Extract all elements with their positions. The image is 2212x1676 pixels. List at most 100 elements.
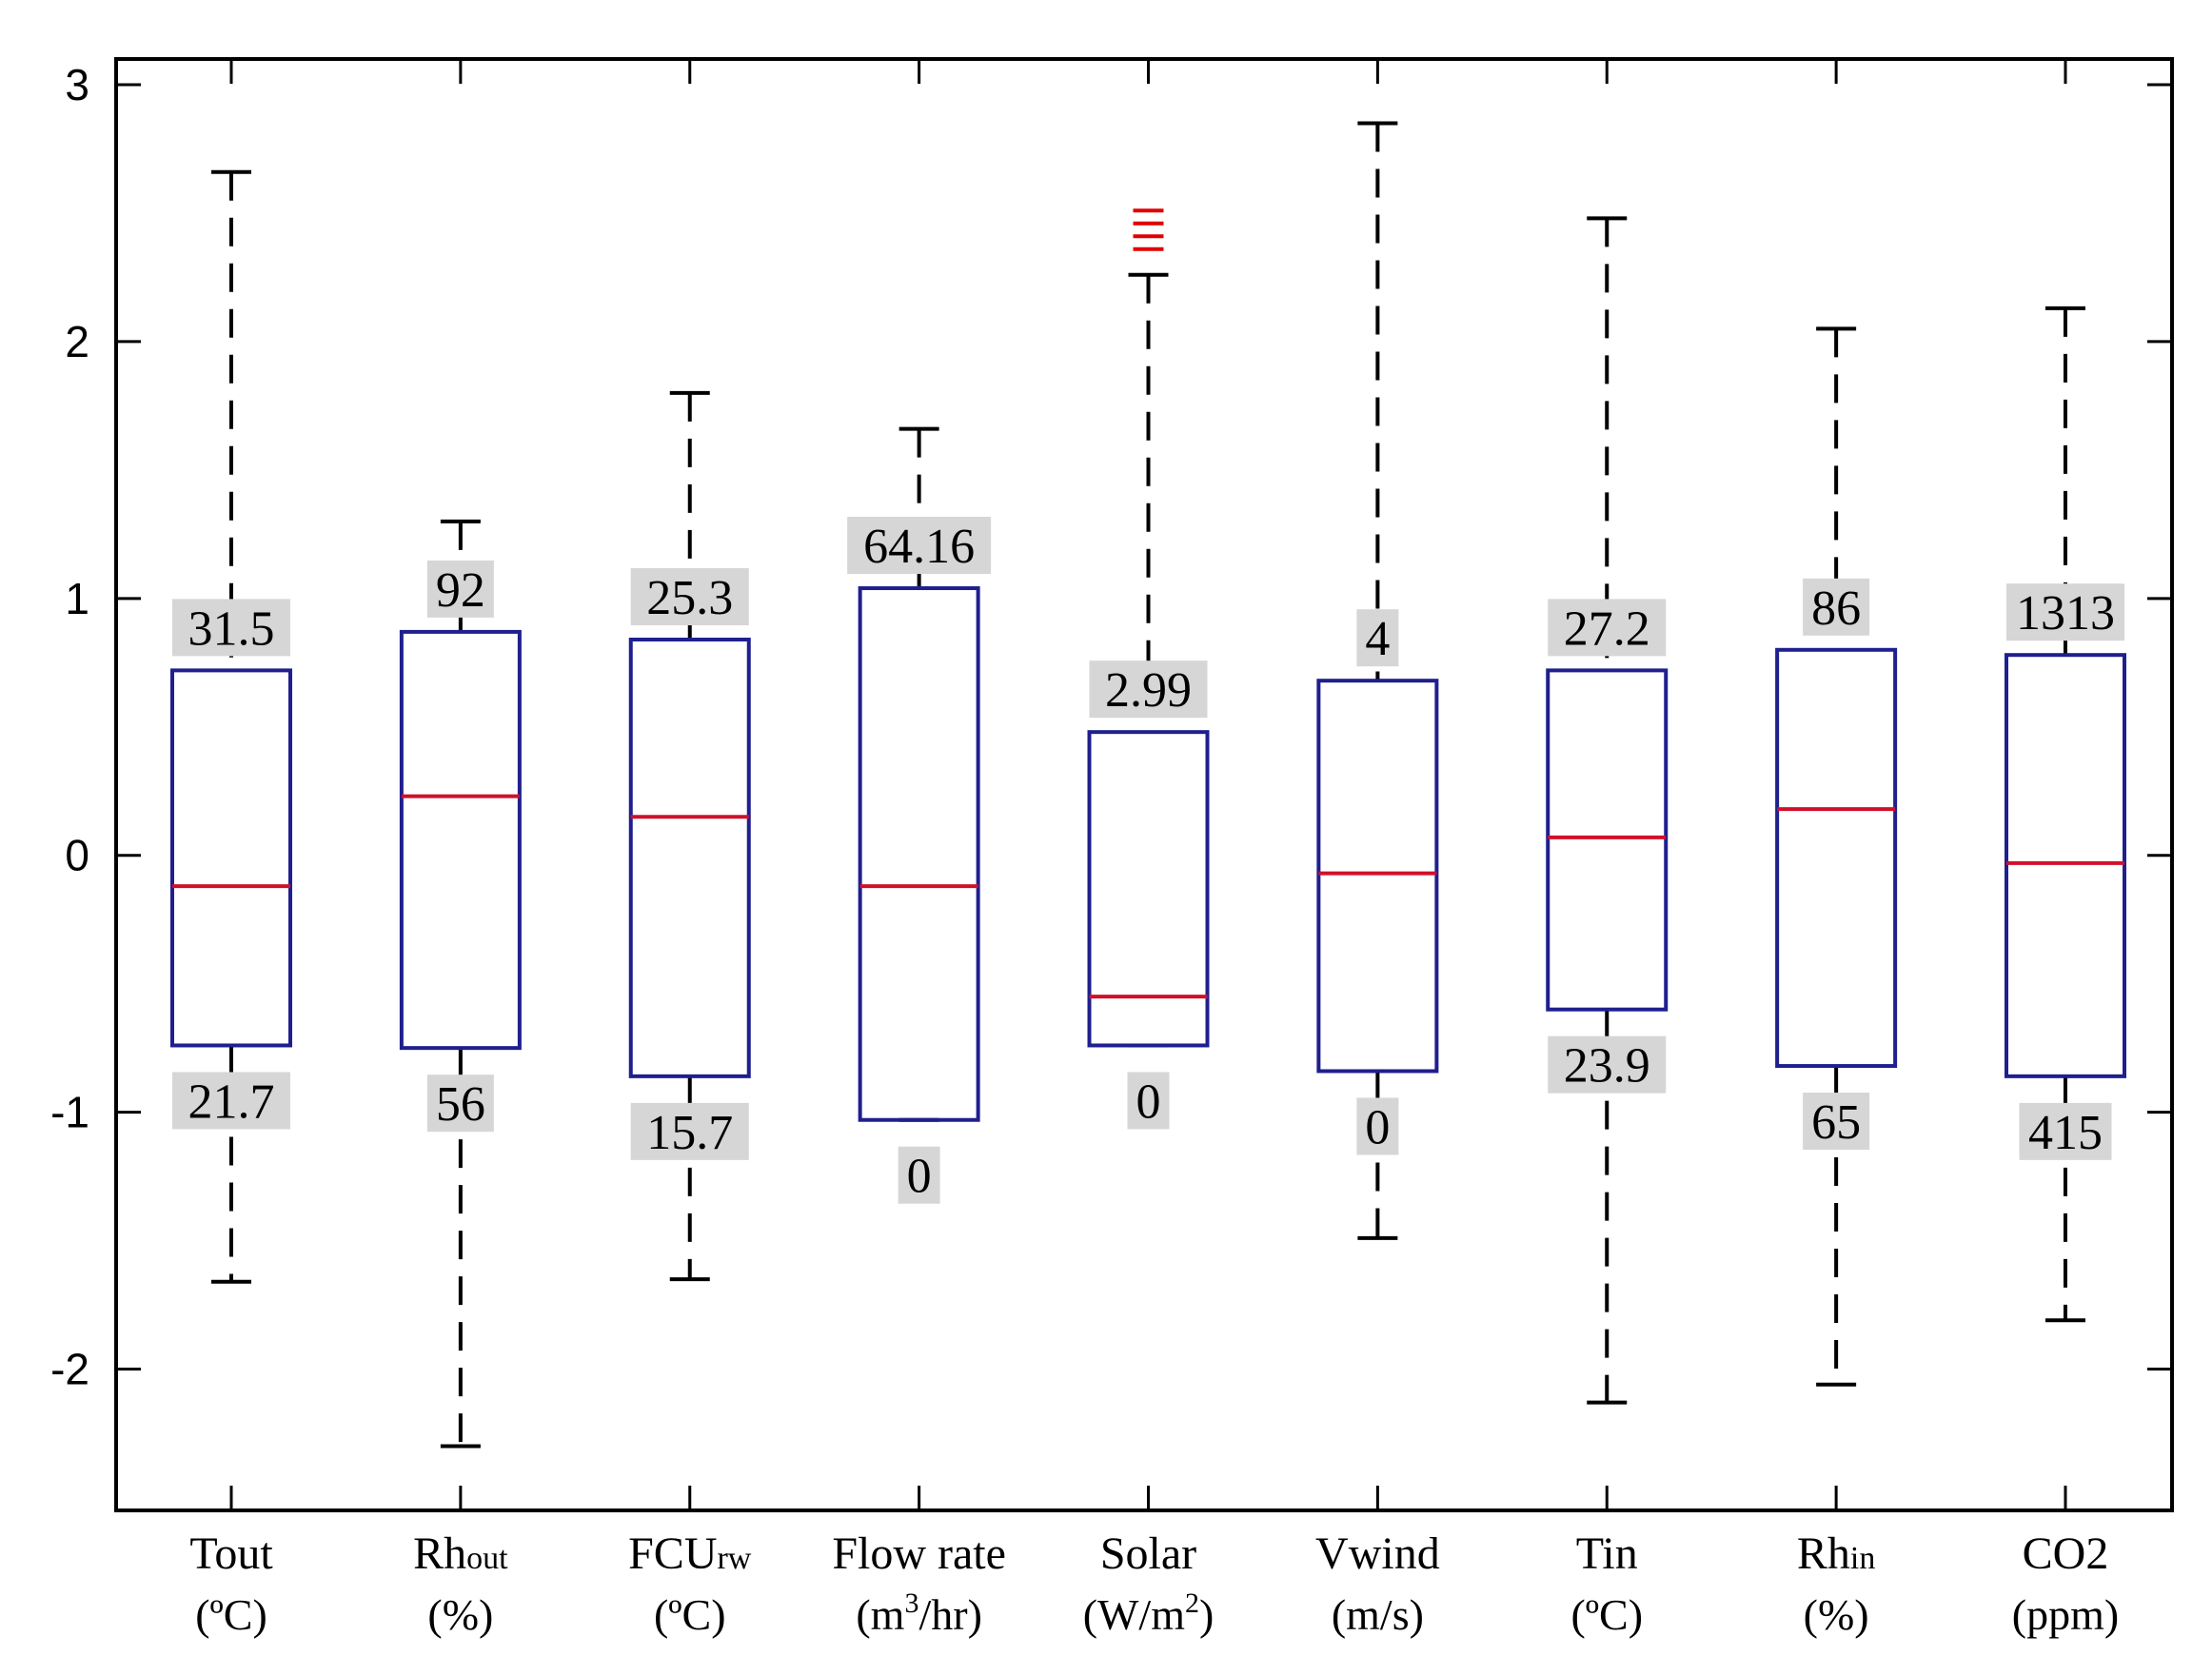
top-annotation-text: 25.3: [646, 571, 733, 625]
top-annotation: 27.2: [1548, 599, 1667, 657]
bottom-annotation-text: 56: [436, 1077, 485, 1132]
category-label: Flow rate: [832, 1528, 1006, 1579]
bottom-annotation-background: [426, 1075, 494, 1133]
bottom-annotation-background: [172, 1072, 290, 1130]
bottom-annotation: 0: [1356, 1097, 1399, 1155]
bottom-annotation-text: 0: [1136, 1075, 1161, 1129]
category-label: FCUrw: [628, 1528, 752, 1579]
top-annotation-background: [1089, 661, 1208, 719]
top-annotation-background: [1356, 609, 1399, 667]
bottom-annotation: 15.7: [630, 1102, 749, 1160]
top-annotation-text: 1313: [2016, 586, 2115, 641]
bottom-annotation-text: 15.7: [646, 1106, 733, 1160]
unit-label: (%): [1804, 1590, 1869, 1639]
top-annotation-text: 92: [436, 563, 485, 618]
category-label-main: FCU: [628, 1528, 717, 1579]
bottom-annotation-background: [1127, 1072, 1170, 1130]
category-label-main: Rh: [413, 1528, 466, 1579]
y-tick-label: 2: [65, 317, 89, 366]
box-body: [1775, 647, 1898, 1069]
top-annotation-text: 64.16: [863, 520, 975, 574]
top-annotation: 4: [1356, 609, 1399, 667]
unit-label-main: (m: [856, 1590, 904, 1639]
top-annotation: 1313: [2006, 583, 2124, 641]
category-label-sub: rw: [717, 1541, 751, 1576]
y-tick-label: -2: [50, 1345, 89, 1394]
bottom-annotation-text: 0: [907, 1150, 932, 1204]
unit-label-main: (%): [427, 1590, 493, 1639]
bottom-annotation-text: 415: [2028, 1106, 2103, 1160]
unit-label-main: (%): [1804, 1590, 1869, 1639]
bottom-annotation: 0: [1127, 1072, 1170, 1130]
bottom-annotation-text: 23.9: [1564, 1039, 1650, 1094]
box-body: [399, 629, 522, 1051]
bottom-annotation-background: [1548, 1035, 1667, 1094]
unit-label: (ppm): [2012, 1590, 2119, 1639]
box-body: [858, 586, 980, 1122]
category-label: Solar: [1100, 1528, 1196, 1579]
y-tick-label: 0: [65, 831, 89, 880]
top-annotation-text: 86: [1811, 582, 1861, 636]
top-annotation-background: [2006, 583, 2124, 641]
category-label: Vwind: [1315, 1528, 1440, 1579]
category-label: Tout: [189, 1528, 273, 1579]
category-label: CO2: [2023, 1528, 2109, 1579]
top-annotation-background: [1548, 599, 1667, 657]
box-body: [1546, 668, 1669, 1012]
bottom-annotation-text: 0: [1365, 1100, 1390, 1154]
unit-label-tail: /hr): [918, 1590, 981, 1639]
box-body: [1087, 730, 1210, 1048]
category-label: Rhout: [413, 1528, 508, 1579]
box-body: [1316, 679, 1439, 1074]
x-axis: Tout(ºC)Rhout(%)FCUrw(ºC)Flow rate(m3/hr…: [189, 59, 2119, 1639]
top-annotation: 64.16: [847, 517, 992, 575]
bottom-annotation-text: 21.7: [188, 1075, 275, 1129]
top-annotation-background: [1803, 578, 1870, 636]
box-flow-rate: [858, 426, 980, 1122]
bottom-annotation-background: [898, 1146, 940, 1204]
category-label-sub: out: [466, 1541, 508, 1576]
box-body: [2005, 653, 2126, 1078]
box-tout: [170, 169, 292, 1284]
top-annotation: 92: [426, 560, 494, 618]
unit-label: (W/m2): [1083, 1587, 1215, 1639]
unit-label-tail: ): [1199, 1590, 1214, 1639]
box-body: [628, 638, 751, 1078]
unit-label-main: (m/s): [1332, 1590, 1424, 1639]
unit-label: (ºC): [195, 1590, 267, 1639]
bottom-annotation: 23.9: [1548, 1035, 1667, 1094]
category-label-main: Flow rate: [832, 1528, 1006, 1579]
bottom-annotation: 21.7: [172, 1072, 290, 1130]
bottom-annotation-background: [630, 1102, 749, 1160]
unit-label: (ºC): [654, 1590, 726, 1639]
category-label: Tin: [1576, 1528, 1638, 1579]
top-annotation-text: 27.2: [1564, 601, 1650, 656]
category-label-main: Vwind: [1315, 1528, 1440, 1579]
unit-label-main: (ºC): [1570, 1590, 1643, 1639]
y-axis: -2 -1 0 1 2 3: [50, 60, 2172, 1394]
top-annotation-text: 31.5: [188, 601, 275, 656]
category-label-main: CO2: [2023, 1528, 2109, 1579]
box-solar: [1087, 208, 1210, 1048]
unit-label: (%): [427, 1590, 493, 1639]
value-annotations: 31.5 21.7 92 56 25.3 15.7 64.16 0 2.99 0 4 0 27.2 23.…: [172, 517, 2124, 1204]
category-label-sub: in: [1850, 1541, 1875, 1576]
top-annotation-background: [172, 599, 290, 657]
unit-label-superscript: 3: [904, 1587, 918, 1619]
y-tick-label: 3: [65, 60, 89, 109]
top-annotation-background: [847, 517, 992, 575]
top-annotation: 86: [1803, 578, 1870, 636]
unit-label: (ºC): [1570, 1590, 1643, 1639]
unit-label: (m/s): [1332, 1590, 1424, 1639]
unit-label-main: (ºC): [654, 1590, 726, 1639]
y-tick-label: 1: [65, 574, 89, 623]
bottom-annotation: 0: [898, 1146, 940, 1204]
category-label-main: Tout: [189, 1528, 273, 1579]
bottom-annotation-text: 65: [1811, 1095, 1861, 1150]
category-label-main: Rh: [1797, 1528, 1850, 1579]
bottom-annotation: 415: [2019, 1102, 2112, 1160]
bottom-annotation: 56: [426, 1075, 494, 1133]
category-label: Rhin: [1797, 1528, 1875, 1579]
